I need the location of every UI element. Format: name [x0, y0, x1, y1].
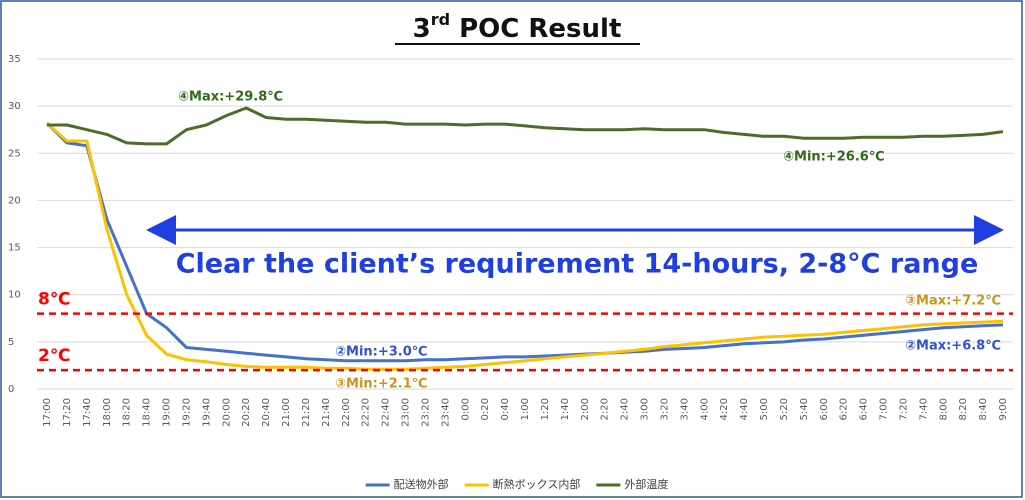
reference-label: 2℃	[38, 346, 70, 366]
title-suffix: rd	[431, 10, 450, 29]
x-tick-label: 8:00	[938, 398, 949, 420]
y-tick-label: 10	[8, 290, 21, 301]
x-tick-label: 7:40	[918, 398, 929, 420]
annotation: ④Min:+26.6℃	[783, 150, 885, 165]
x-tick-label: 5:40	[799, 398, 810, 420]
y-tick-label: 0	[8, 384, 14, 395]
x-tick-label: 9:00	[998, 398, 1009, 420]
series-line	[45, 121, 1004, 371]
x-tick-label: 8:20	[958, 398, 969, 420]
x-tick-label: 20:00	[221, 398, 232, 427]
x-tick-label: 20:40	[261, 398, 272, 427]
legend-label: 配送物外部	[394, 477, 449, 491]
y-tick-label: 35	[8, 54, 21, 65]
annotation: ②Min:+3.0℃	[335, 345, 428, 360]
x-tick-label: 4:20	[719, 398, 730, 420]
x-tick-label: 8:40	[978, 398, 989, 420]
x-tick-label: 21:40	[321, 398, 332, 427]
x-tick-label: 5:20	[779, 398, 790, 420]
requirement-note: Clear the client’s requirement 14-hours,…	[176, 249, 979, 280]
x-tick-label: 4:00	[699, 398, 710, 420]
reference-label: 8℃	[38, 290, 70, 310]
x-tick-label: 2:40	[620, 398, 631, 420]
x-tick-label: 4:40	[739, 398, 750, 420]
legend-item: 配送物外部	[365, 477, 449, 491]
x-tick-label: 0:00	[460, 398, 471, 420]
x-tick-label: 2:20	[600, 398, 611, 420]
x-tick-label: 3:00	[640, 398, 651, 420]
x-tick-label: 17:20	[62, 398, 73, 427]
x-tick-label: 17:40	[82, 398, 93, 427]
y-tick-label: 30	[8, 101, 21, 112]
legend: 配送物外部 断熱ボックス内部 外部温度	[365, 477, 668, 491]
x-tick-label: 1:00	[520, 398, 531, 420]
annotation: ④Max:+29.8℃	[178, 90, 283, 105]
x-tick-label: 20:20	[241, 398, 252, 427]
x-tick-label: 0:20	[480, 398, 491, 420]
x-tick-label: 0:40	[500, 398, 511, 420]
y-tick-label: 15	[8, 243, 21, 254]
legend-label: 外部温度	[624, 477, 668, 491]
x-tick-label: 22:20	[361, 398, 372, 427]
y-tick-label: 20	[8, 195, 21, 206]
x-tick-label: 6:20	[839, 398, 850, 420]
x-tick-label: 17:00	[42, 398, 53, 427]
x-tick-label: 19:20	[181, 398, 192, 427]
x-tick-label: 6:40	[859, 398, 870, 420]
title-number: 3	[413, 14, 431, 44]
legend-label: 断熱ボックス内部	[493, 477, 581, 491]
x-tick-label: 2:00	[580, 398, 591, 420]
x-tick-label: 19:40	[201, 398, 212, 427]
x-tick-label: 3:20	[659, 398, 670, 420]
x-tick-label: 22:40	[381, 398, 392, 427]
chart-title: 3rd POC Result	[413, 10, 622, 44]
x-tick-label: 18:20	[122, 398, 133, 427]
x-tick-label: 5:00	[759, 398, 770, 420]
x-tick-label: 21:20	[301, 398, 312, 427]
x-tick-label: 7:20	[898, 398, 909, 420]
x-tick-label: 7:00	[879, 398, 890, 420]
x-tick-label: 1:20	[540, 398, 551, 420]
legend-item: 外部温度	[596, 477, 668, 491]
y-tick-label: 25	[8, 148, 21, 159]
x-tick-label: 18:40	[142, 398, 153, 427]
x-tick-label: 6:00	[819, 398, 830, 420]
x-tick-label: 23:40	[440, 398, 451, 427]
x-tick-label: 3:40	[679, 398, 690, 420]
legend-item: 断熱ボックス内部	[464, 477, 581, 491]
series-line	[47, 106, 1004, 146]
annotation: ③Min:+2.1℃	[335, 377, 428, 392]
x-tick-label: 1:40	[560, 398, 571, 420]
series-line	[45, 122, 1004, 363]
x-tick-label: 23:00	[401, 398, 412, 427]
x-tick-label: 21:00	[281, 398, 292, 427]
title-text: POC Result	[459, 14, 621, 44]
x-tick-label: 22:00	[341, 398, 352, 427]
annotation: ②Max:+6.8℃	[905, 339, 1001, 354]
annotation: ③Max:+7.2℃	[905, 294, 1001, 309]
x-tick-label: 18:00	[102, 398, 113, 427]
y-tick-label: 5	[8, 337, 14, 348]
x-tick-label: 19:00	[162, 398, 173, 427]
x-tick-label: 23:20	[420, 398, 431, 427]
